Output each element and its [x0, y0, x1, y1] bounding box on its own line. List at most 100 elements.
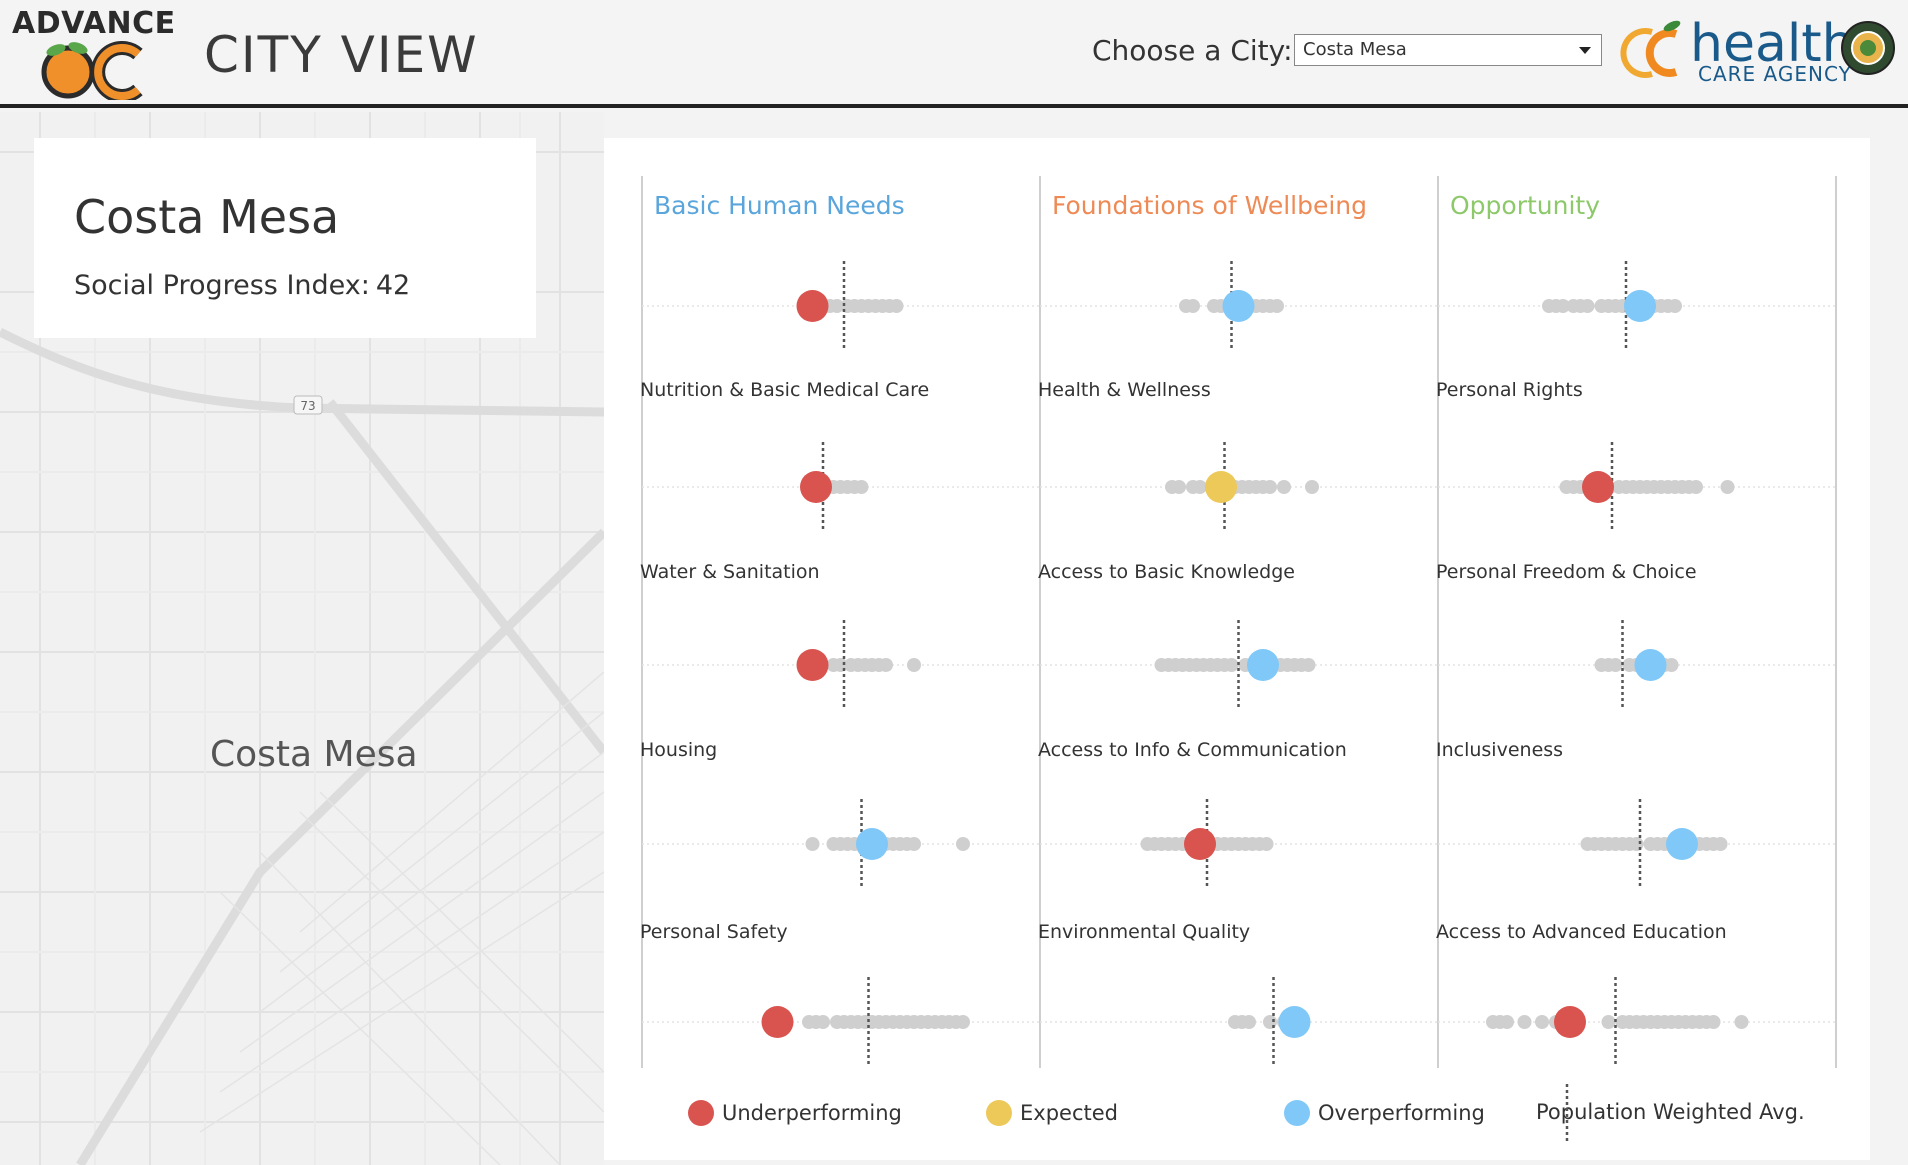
- advance-logo-text: ADVANCE: [12, 6, 176, 41]
- peer-city-dot[interactable]: [1270, 299, 1284, 313]
- city-dot-underperforming[interactable]: [1554, 1006, 1586, 1038]
- health-logo-text: health: [1690, 14, 1855, 74]
- oc-leaf-icon: [1620, 20, 1681, 78]
- chevron-down-icon[interactable]: [1579, 47, 1591, 54]
- overperforming-dot-icon: [1284, 1100, 1310, 1126]
- peer-city-dot[interactable]: [1263, 480, 1277, 494]
- city-dot-overperforming[interactable]: [1624, 290, 1656, 322]
- city-dot-underperforming[interactable]: [796, 290, 829, 322]
- city-info-card: Costa Mesa Social Progress Index: 42: [34, 138, 536, 338]
- peer-city-dot[interactable]: [1193, 480, 1207, 494]
- column-header-2: Opportunity: [1450, 191, 1600, 220]
- peer-city-dot[interactable]: [1517, 1015, 1532, 1029]
- peer-city-dot[interactable]: [956, 1015, 970, 1029]
- legend-underperforming: Underperforming: [688, 1100, 902, 1126]
- city-select-dropdown[interactable]: Costa Mesa: [1294, 34, 1602, 66]
- avg-dashed-line-icon: [1565, 1084, 1569, 1144]
- legend-population-weighted-avg: Population Weighted Avg.: [1536, 1084, 1805, 1144]
- peer-city-dot[interactable]: [1734, 1015, 1749, 1029]
- legend-expected-label: Expected: [1020, 1101, 1118, 1125]
- peer-city-dot[interactable]: [1706, 1015, 1721, 1029]
- peer-city-dot[interactable]: [907, 658, 921, 672]
- legend-overperforming-label: Overperforming: [1318, 1101, 1485, 1125]
- peer-city-dot[interactable]: [1263, 1015, 1277, 1029]
- oc-health-care-agency-logo: health CARE AGENCY: [1614, 14, 1904, 94]
- county-seal-icon: [1841, 21, 1895, 75]
- legend-expected: Expected: [986, 1100, 1118, 1126]
- peer-city-dot[interactable]: [1259, 837, 1274, 851]
- legend-overperforming: Overperforming: [1284, 1100, 1485, 1126]
- peer-city-dot[interactable]: [1224, 658, 1239, 672]
- selected-city-value: Costa Mesa: [1303, 39, 1407, 60]
- peer-city-dot[interactable]: [1689, 480, 1703, 494]
- component-label: Inclusiveness: [1436, 739, 1563, 761]
- peer-city-dot[interactable]: [1172, 480, 1186, 494]
- peer-city-dot[interactable]: [1535, 1015, 1549, 1029]
- advance-oc-logo: ADVANCE: [12, 6, 182, 101]
- care-agency-logo-text: CARE AGENCY: [1698, 62, 1852, 86]
- peer-city-dot[interactable]: [1668, 299, 1682, 313]
- peer-city-dot[interactable]: [1664, 658, 1679, 672]
- component-label: Personal Freedom & Choice: [1436, 561, 1697, 583]
- peer-city-dot[interactable]: [816, 1015, 830, 1029]
- legend-underperforming-label: Underperforming: [722, 1101, 902, 1125]
- peer-city-dot[interactable]: [1713, 837, 1728, 851]
- city-dot-overperforming[interactable]: [1222, 290, 1255, 322]
- city-dot-overperforming[interactable]: [1278, 1006, 1311, 1038]
- peer-city-dot[interactable]: [907, 837, 921, 851]
- component-label: Personal Safety: [640, 921, 788, 943]
- city-dot-overperforming[interactable]: [1666, 828, 1698, 860]
- header-bar: ADVANCE CITY VIEW Choose a City: Costa M…: [0, 0, 1908, 108]
- peer-city-dot[interactable]: [1629, 837, 1644, 851]
- city-dot-overperforming[interactable]: [856, 828, 888, 860]
- peer-city-dot[interactable]: [830, 299, 844, 313]
- component-label: Water & Sanitation: [640, 561, 820, 583]
- peer-city-dot[interactable]: [1301, 658, 1316, 672]
- component-label: Housing: [640, 739, 717, 761]
- component-label: Health & Wellness: [1038, 379, 1211, 401]
- city-dot-overperforming[interactable]: [1247, 649, 1279, 681]
- peer-city-dot[interactable]: [956, 837, 970, 851]
- choose-city-label: Choose a City:: [1092, 34, 1293, 67]
- peer-city-dot[interactable]: [854, 480, 869, 494]
- peer-city-dot[interactable]: [1601, 1015, 1616, 1029]
- orange-oc-icon: [41, 41, 143, 100]
- legend-avg-label: Population Weighted Avg.: [1536, 1100, 1805, 1124]
- city-dot-expected[interactable]: [1205, 471, 1237, 503]
- peer-city-dot[interactable]: [1242, 1015, 1256, 1029]
- city-dot-underperforming[interactable]: [1184, 828, 1216, 860]
- peer-city-dot[interactable]: [1500, 1015, 1514, 1029]
- peer-city-dot[interactable]: [1720, 480, 1735, 494]
- city-dot-overperforming[interactable]: [1634, 649, 1667, 681]
- city-dot-underperforming[interactable]: [796, 649, 829, 681]
- map-city-label: Costa Mesa: [210, 734, 418, 775]
- column-header-1: Foundations of Wellbeing: [1052, 191, 1367, 220]
- underperforming-dot-icon: [688, 1100, 714, 1126]
- peer-city-dot[interactable]: [879, 658, 893, 672]
- peer-city-dot[interactable]: [1186, 299, 1200, 313]
- peer-city-dot[interactable]: [1305, 480, 1319, 494]
- peer-city-dot[interactable]: [1608, 658, 1623, 672]
- city-dot-underperforming[interactable]: [1582, 471, 1614, 503]
- component-label: Access to Info & Communication: [1038, 739, 1347, 761]
- page-title: CITY VIEW: [204, 26, 479, 84]
- city-dot-underperforming[interactable]: [761, 1006, 794, 1038]
- social-progress-index: Social Progress Index: 42: [74, 270, 410, 301]
- city-name-heading: Costa Mesa: [74, 190, 340, 244]
- city-dot-underperforming[interactable]: [800, 471, 832, 503]
- component-label: Personal Rights: [1436, 379, 1583, 401]
- component-label: Environmental Quality: [1038, 921, 1250, 943]
- component-label: Access to Basic Knowledge: [1038, 561, 1295, 583]
- spi-value: 42: [375, 270, 411, 301]
- component-chart-panel: Basic Human Needs Nutrition & Basic Medic…: [604, 138, 1870, 1160]
- component-label: Access to Advanced Education: [1436, 921, 1727, 943]
- peer-city-dot[interactable]: [1277, 480, 1291, 494]
- spi-label: Social Progress Index:: [74, 270, 370, 301]
- peer-city-dot[interactable]: [889, 299, 904, 313]
- expected-dot-icon: [986, 1100, 1012, 1126]
- peer-city-dot[interactable]: [805, 837, 820, 851]
- component-strip-chart: Basic Human Needs Nutrition & Basic Medic…: [640, 176, 1837, 1068]
- peer-city-dot[interactable]: [1580, 299, 1595, 313]
- peer-city-dot[interactable]: [1556, 299, 1570, 313]
